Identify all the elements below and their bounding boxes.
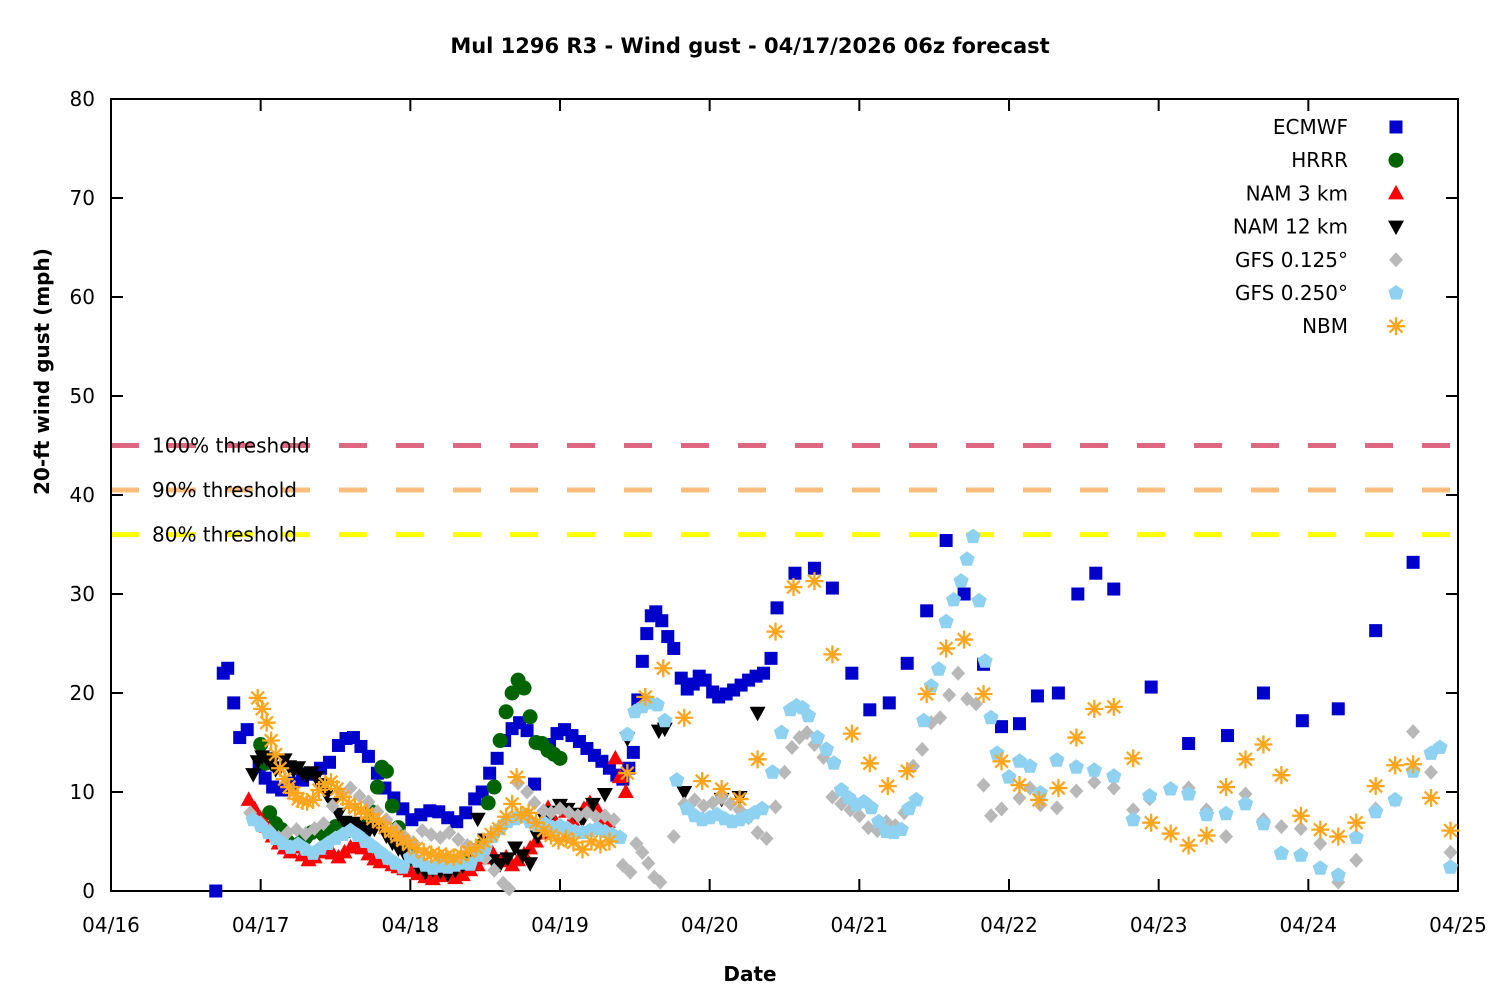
y-tick-label: 60 (70, 285, 95, 309)
x-tick-label: 04/24 (1280, 913, 1338, 937)
legend-entry-hrrr: HRRR (1291, 148, 1404, 172)
legend-label: GFS 0.250° (1235, 281, 1348, 305)
y-tick-label: 20 (70, 681, 95, 705)
x-tick-label: 04/21 (831, 913, 889, 937)
legend-label: ECMWF (1273, 115, 1348, 139)
y-tick-label: 50 (70, 384, 95, 408)
threshold-label-90: 90% threshold (152, 478, 297, 502)
legend-label: NAM 12 km (1233, 215, 1348, 239)
legend-label: NBM (1302, 314, 1348, 338)
y-tick-label: 30 (70, 582, 95, 606)
x-tick-label: 04/20 (681, 913, 739, 937)
y-tick-label: 80 (70, 87, 95, 111)
y-tick-label: 40 (70, 483, 95, 507)
x-tick-label: 04/17 (232, 913, 290, 937)
y-tick-label: 70 (70, 186, 95, 210)
x-tick-label: 04/23 (1130, 913, 1188, 937)
y-tick-label: 0 (82, 879, 95, 903)
legend-label: NAM 3 km (1246, 181, 1348, 205)
legend-entry-ecmwf: ECMWF (1273, 115, 1403, 139)
series-ecmwf (209, 534, 1420, 898)
legend-entry-nam-3-km: NAM 3 km (1246, 181, 1404, 205)
y-tick-label: 10 (70, 780, 95, 804)
threshold-label-80: 80% threshold (152, 523, 297, 547)
legend-entry-nbm: NBM (1302, 314, 1405, 338)
legend-label: HRRR (1291, 148, 1348, 172)
x-tick-label: 04/22 (980, 913, 1038, 937)
legend-entry-gfs-0-125-: GFS 0.125° (1235, 248, 1403, 272)
x-axis-label: Date (723, 962, 777, 986)
x-tick-label: 04/16 (82, 913, 140, 937)
legend-entry-gfs-0-250-: GFS 0.250° (1235, 281, 1404, 305)
x-tick-label: 04/25 (1429, 913, 1487, 937)
chart-title: Mul 1296 R3 - Wind gust - 04/17/2026 06z… (450, 34, 1050, 58)
x-tick-label: 04/18 (382, 913, 440, 937)
x-tick-label: 04/19 (531, 913, 589, 937)
legend-label: GFS 0.125° (1235, 248, 1348, 272)
threshold-label-100: 100% threshold (152, 434, 310, 458)
series-nbm (248, 572, 1460, 867)
plot-axes: 0 10 20 30 40 50 60 70 80 04/16 04/17 04/18 04/19 04/… (70, 87, 1487, 937)
legend-entry-nam-12-km: NAM 12 km (1233, 215, 1404, 239)
legend: ECMWF HRRR NAM 3 km NAM 12 km GFS 0.125° GFS … (1233, 115, 1405, 338)
